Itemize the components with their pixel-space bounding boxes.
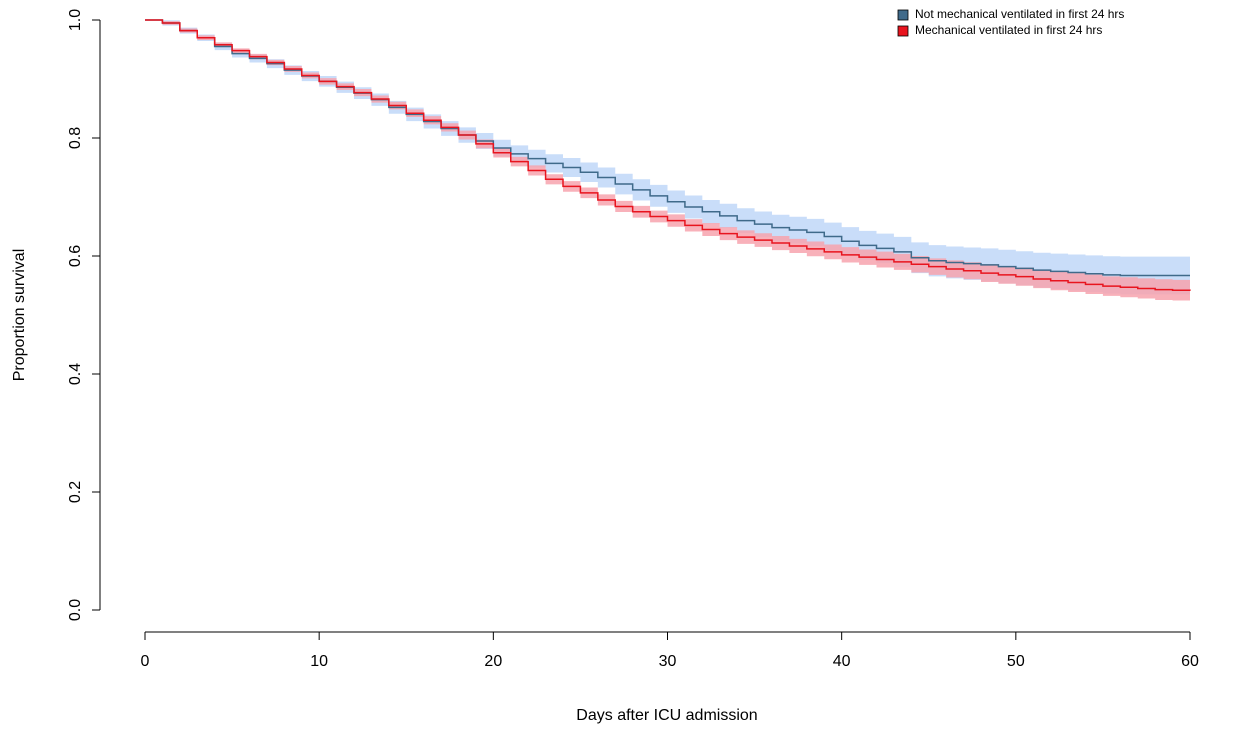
x-tick-label: 0 — [141, 653, 150, 670]
y-tick-label: 0.8 — [67, 127, 84, 149]
survival-curve — [145, 19, 1191, 291]
legend-swatch — [897, 9, 909, 21]
legend-label: Not mechanical ventilated in first 24 hr… — [915, 7, 1124, 21]
legend-label: Mechanical ventilated in first 24 hrs — [915, 23, 1102, 37]
x-tick-label: 50 — [1007, 653, 1025, 670]
x-tick-label: 60 — [1181, 653, 1199, 670]
y-tick-label: 0.2 — [67, 481, 84, 503]
legend-swatch — [897, 25, 909, 37]
y-axis-label: Proportion survival — [11, 249, 28, 382]
x-tick-label: 10 — [310, 653, 328, 670]
y-tick-label: 0.6 — [67, 245, 84, 267]
y-tick-label: 1.0 — [67, 9, 84, 31]
x-tick-label: 20 — [484, 653, 502, 670]
x-tick-label: 40 — [833, 653, 851, 670]
confidence-band — [145, 20, 1190, 295]
x-axis-label: Days after ICU admission — [576, 707, 757, 724]
y-tick-label: 0.4 — [67, 363, 84, 385]
y-tick-label: 0.0 — [67, 599, 84, 621]
survival-curve — [145, 19, 1190, 277]
x-tick-label: 30 — [659, 653, 677, 670]
